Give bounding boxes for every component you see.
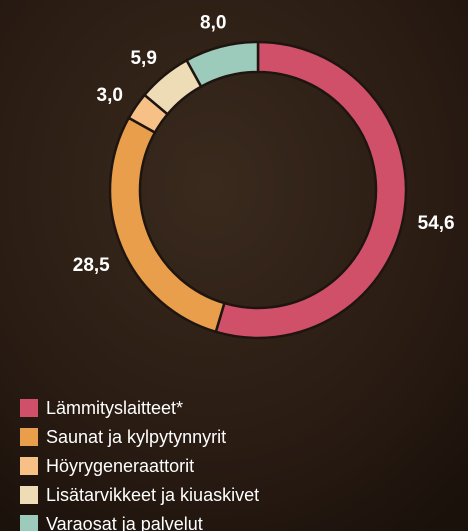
value-label: 3,0 bbox=[97, 85, 123, 106]
value-label: 28,5 bbox=[73, 255, 110, 276]
legend-label: Varaosat ja palvelut bbox=[46, 514, 203, 531]
legend-swatch bbox=[20, 457, 38, 475]
legend-swatch bbox=[20, 399, 38, 417]
legend-label: Saunat ja kylpytynnyrit bbox=[46, 427, 226, 447]
legend-swatch bbox=[20, 428, 38, 446]
value-label: 8,0 bbox=[200, 13, 226, 34]
value-label: 5,9 bbox=[130, 48, 156, 69]
legend-label: Lämmityslaitteet* bbox=[46, 398, 183, 418]
legend-swatch bbox=[20, 486, 38, 504]
value-label: 54,6 bbox=[418, 213, 455, 234]
donut-segment bbox=[214, 40, 408, 340]
legend-label: Lisätarvikkeet ja kiuaskivet bbox=[46, 485, 259, 505]
donut-segment bbox=[185, 40, 260, 89]
legend-label: Höyrygeneraattorit bbox=[46, 456, 194, 476]
legend-swatch bbox=[20, 515, 38, 531]
